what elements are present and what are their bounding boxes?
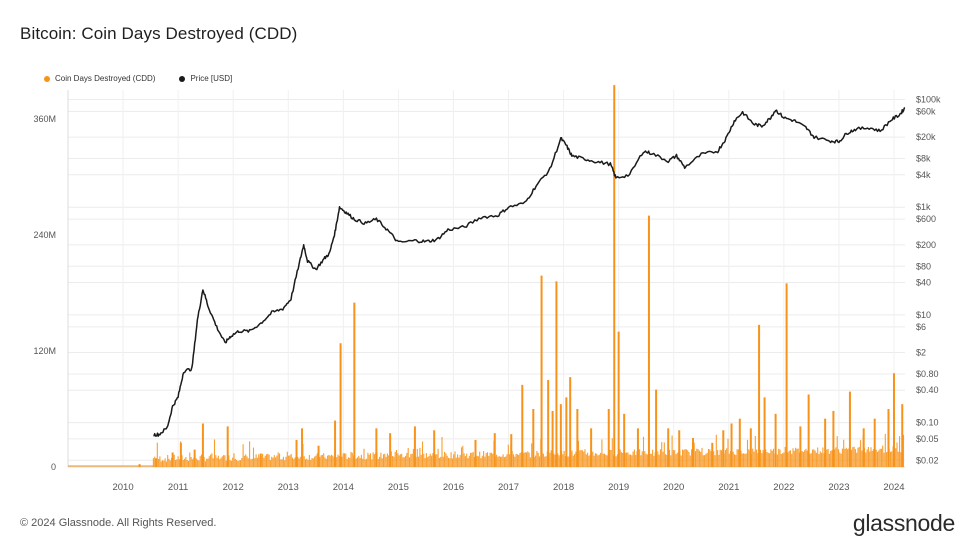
legend-swatch-cdd <box>44 75 50 82</box>
y-tick-label-right: $10 <box>916 310 931 320</box>
y-tick-label-right: $20k <box>916 132 936 142</box>
y-tick-label-right: $8k <box>916 154 931 164</box>
chart-legend: Coin Days Destroyed (CDD) Price [USD] <box>44 74 232 83</box>
y-tick-label-left: 360M <box>33 114 56 124</box>
x-tick-label: 2014 <box>333 482 354 493</box>
y-tick-label-right: $2 <box>916 348 926 358</box>
y-tick-label-right: $80 <box>916 261 931 271</box>
x-tick-label: 2017 <box>498 482 519 493</box>
y-tick-label-right: $60k <box>916 106 936 116</box>
y-tick-label-left: 240M <box>33 230 56 240</box>
y-tick-label-right: $0.05 <box>916 434 939 444</box>
legend-swatch-price <box>179 75 186 82</box>
copyright-text: © 2024 Glassnode. All Rights Reserved. <box>20 517 217 529</box>
legend-label-price: Price [USD] <box>190 74 233 83</box>
x-tick-label: 2013 <box>278 482 299 493</box>
x-tick-label: 2011 <box>168 482 188 493</box>
y-tick-label-right: $0.80 <box>916 369 939 379</box>
y-tick-label-right: $6 <box>916 322 926 332</box>
x-tick-label: 2024 <box>883 482 904 493</box>
legend-label-cdd: Coin Days Destroyed (CDD) <box>55 74 156 83</box>
y-tick-label-right: $600 <box>916 214 936 224</box>
y-tick-label-right: $0.10 <box>916 418 939 428</box>
x-tick-label: 2016 <box>443 482 464 493</box>
chart-title: Bitcoin: Coin Days Destroyed (CDD) <box>20 24 298 43</box>
legend-item-cdd[interactable]: Coin Days Destroyed (CDD) <box>44 74 155 83</box>
price-line <box>153 107 906 437</box>
x-tick-label: 2012 <box>223 482 244 493</box>
x-tick-label: 2018 <box>553 482 574 493</box>
legend-item-price[interactable]: Price [USD] <box>179 74 232 83</box>
y-tick-label-right: $4k <box>916 170 931 180</box>
x-tick-label: 2010 <box>112 482 133 493</box>
x-tick-label: 2019 <box>608 482 629 493</box>
y-tick-label-right: $0.02 <box>916 455 939 465</box>
y-tick-label-right: $100k <box>916 94 941 104</box>
x-tick-label: 2022 <box>773 482 794 493</box>
y-tick-label-left: 120M <box>33 346 56 356</box>
x-tick-label: 2020 <box>663 482 684 493</box>
y-tick-label-right: $40 <box>916 277 931 287</box>
y-tick-label-right: $1k <box>916 202 931 212</box>
x-tick-label: 2023 <box>828 482 849 493</box>
x-tick-label: 2021 <box>718 482 739 493</box>
x-tick-label: 2015 <box>388 482 409 493</box>
y-tick-label-right: $200 <box>916 240 936 250</box>
y-tick-label-right: $0.40 <box>916 385 939 395</box>
glassnode-logo: glassnode <box>852 510 955 536</box>
y-tick-label-left: 0 <box>51 462 56 472</box>
